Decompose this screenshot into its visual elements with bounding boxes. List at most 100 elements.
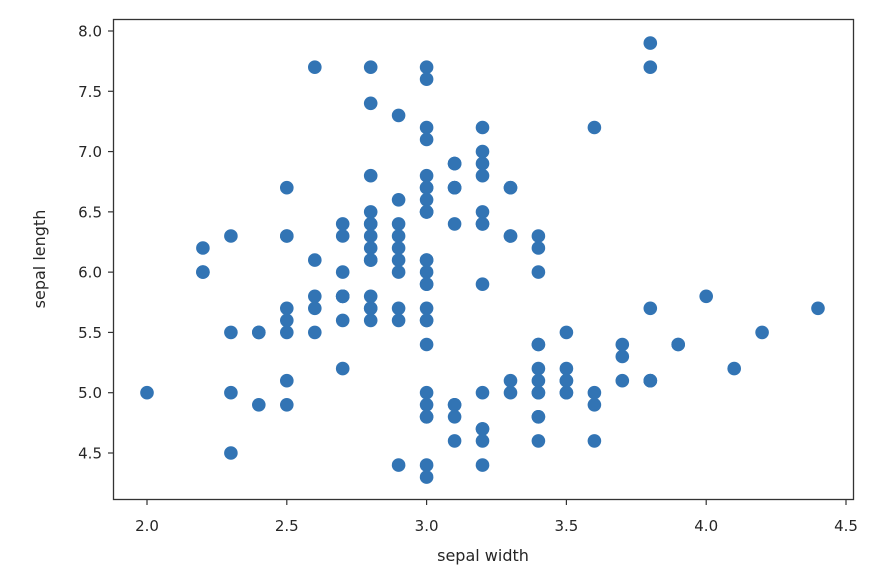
data-point [419, 265, 434, 279]
data-point [140, 385, 154, 400]
data-point [419, 168, 434, 183]
data-point [475, 422, 490, 436]
y-tick-label: 6.0 [78, 264, 102, 282]
data-point [531, 361, 546, 376]
data-point [391, 265, 406, 279]
y-tick-label: 7.5 [78, 83, 102, 101]
data-point [419, 180, 434, 195]
data-point [363, 253, 378, 267]
data-point [419, 470, 434, 484]
data-point [335, 265, 350, 279]
data-point [559, 385, 574, 400]
data-point [363, 313, 378, 328]
data-point [419, 410, 434, 424]
data-point [363, 229, 378, 243]
y-tick-label: 4.5 [78, 444, 102, 462]
data-point [224, 385, 238, 400]
data-point [503, 229, 518, 243]
data-point [531, 265, 546, 279]
data-point [251, 325, 266, 340]
data-point [503, 373, 518, 388]
data-point [224, 446, 238, 460]
data-point [419, 120, 434, 135]
data-point [391, 458, 406, 472]
data-point [755, 325, 769, 340]
data-point [335, 229, 350, 243]
data-point [475, 205, 490, 219]
data-point [363, 289, 378, 304]
data-point [447, 180, 462, 195]
data-point [363, 60, 378, 74]
data-point [671, 337, 685, 352]
data-point [811, 301, 825, 316]
data-point [447, 217, 462, 231]
data-point [727, 361, 741, 376]
data-points [140, 36, 825, 484]
data-point [643, 373, 658, 388]
data-point [280, 301, 294, 316]
data-point [419, 313, 434, 328]
data-point [587, 385, 602, 400]
x-tick-label: 2.5 [275, 517, 299, 535]
x-axis-ticks: 2.0 2.5 3.0 3.5 4.0 4.5 [135, 500, 858, 535]
y-tick-label: 7.0 [78, 143, 102, 161]
data-point [503, 385, 518, 400]
data-point [308, 289, 322, 304]
data-point [308, 301, 322, 316]
data-point [475, 120, 490, 135]
data-point [419, 277, 434, 292]
data-point [280, 229, 294, 243]
data-point [531, 410, 546, 424]
data-point [419, 301, 434, 316]
data-point [280, 313, 294, 328]
axes-frame [112, 18, 855, 501]
data-point [531, 373, 546, 388]
data-point [587, 398, 602, 412]
data-point [308, 325, 322, 340]
data-point [475, 156, 490, 171]
data-point [475, 277, 490, 292]
data-point [447, 434, 462, 448]
data-point [531, 229, 546, 243]
data-point [335, 217, 350, 231]
data-point [531, 241, 546, 255]
data-point [559, 325, 574, 340]
y-tick-label: 5.0 [78, 384, 102, 402]
data-point [615, 349, 630, 364]
x-tick-label: 3.0 [415, 517, 439, 535]
data-point [363, 217, 378, 231]
data-point [363, 96, 378, 111]
data-point [475, 434, 490, 448]
data-point [391, 313, 406, 328]
data-point [308, 253, 322, 267]
data-point [335, 289, 350, 304]
data-point [391, 193, 406, 207]
data-point [280, 180, 294, 195]
y-tick-label: 5.5 [78, 324, 102, 342]
data-point [559, 361, 574, 376]
data-point [196, 241, 210, 255]
data-point [224, 229, 238, 243]
data-point [419, 60, 434, 74]
data-point [531, 434, 546, 448]
data-point [475, 217, 490, 231]
data-point [419, 132, 434, 147]
data-point [224, 325, 238, 340]
data-point [419, 337, 434, 352]
data-point [615, 337, 630, 352]
data-point [475, 385, 490, 400]
data-point [559, 373, 574, 388]
data-point [419, 205, 434, 219]
data-point [363, 168, 378, 183]
data-point [587, 434, 602, 448]
data-point [280, 325, 294, 340]
data-point [335, 361, 350, 376]
data-point [615, 373, 630, 388]
data-point [363, 241, 378, 255]
data-point [391, 229, 406, 243]
data-point [419, 385, 434, 400]
data-point [419, 193, 434, 207]
y-tick-label: 8.0 [78, 23, 102, 41]
x-axis-label: sepal width [437, 546, 529, 565]
data-point [419, 253, 434, 267]
